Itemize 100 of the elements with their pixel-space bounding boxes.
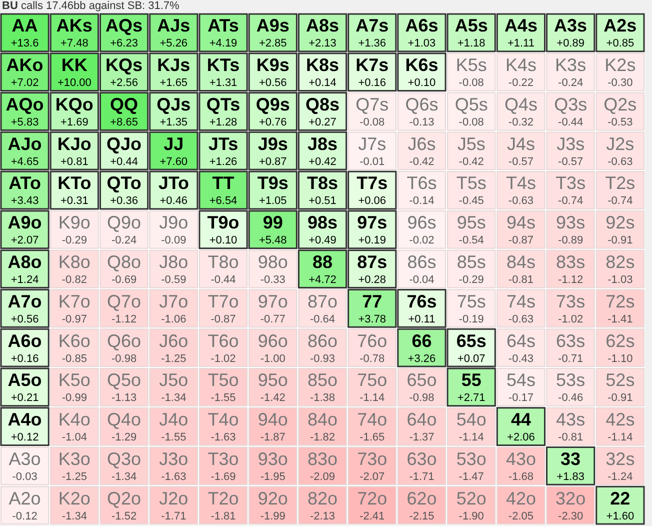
data-label: +1.65 xyxy=(160,77,188,90)
annotation: K4o xyxy=(58,410,90,430)
data-label: +0.56 xyxy=(258,77,287,90)
data-label: -0.74 xyxy=(558,195,584,208)
data-label: -0.30 xyxy=(608,77,633,90)
annotation: 32s xyxy=(606,448,635,469)
annotation: 73o xyxy=(357,448,388,469)
data-label: -1.99 xyxy=(260,510,286,522)
annotation: JJ xyxy=(164,134,184,154)
annotation: 62s xyxy=(606,330,635,351)
annotation: 63s xyxy=(556,330,586,351)
data-label: +1.28 xyxy=(209,116,238,128)
data-label: -0.57 xyxy=(558,156,584,168)
chart-title: BU calls 17.46bb against SB: 31.7% xyxy=(1,0,180,13)
data-label: -1.65 xyxy=(360,432,385,444)
annotation: T5s xyxy=(456,173,486,194)
annotation: 92s xyxy=(606,212,635,233)
data-label: +0.49 xyxy=(308,234,336,247)
annotation: Q3o xyxy=(107,448,142,469)
data-label: -1.82 xyxy=(310,432,336,444)
data-label: -0.82 xyxy=(62,274,87,286)
data-label: +0.76 xyxy=(258,116,287,128)
data-label: +2.56 xyxy=(110,77,138,90)
data-label: +13.6 xyxy=(10,38,39,50)
annotation: Q8s xyxy=(305,94,340,114)
annotation: 82o xyxy=(307,488,338,508)
data-label: +2.06 xyxy=(507,432,535,444)
annotation: Q4o xyxy=(107,410,142,430)
data-label: -0.57 xyxy=(508,156,534,168)
data-label: -1.02 xyxy=(210,352,236,365)
data-label: -1.14 xyxy=(360,392,385,404)
data-label: +7.48 xyxy=(60,38,88,50)
annotation: Q6o xyxy=(107,330,142,351)
data-label: +1.31 xyxy=(209,77,238,90)
annotation: 66 xyxy=(412,330,432,351)
annotation: A2s xyxy=(604,16,637,36)
annotation: J9s xyxy=(258,134,288,154)
data-label: -0.99 xyxy=(62,392,87,404)
annotation: Q7o xyxy=(107,291,142,312)
annotation: T7s xyxy=(356,173,388,194)
annotation: 96o xyxy=(258,330,288,351)
data-label: +0.16 xyxy=(10,352,39,365)
data-label: -0.08 xyxy=(360,116,385,128)
data-label: -1.41 xyxy=(608,313,633,326)
data-label: -0.91 xyxy=(608,392,633,404)
data-label: +4.19 xyxy=(209,38,238,50)
data-label: -1.12 xyxy=(112,313,137,326)
annotation: T6o xyxy=(208,330,239,351)
data-label: -0.87 xyxy=(210,313,236,326)
annotation: 65s xyxy=(456,330,486,351)
data-label: +0.12 xyxy=(10,432,39,444)
data-label: -1.55 xyxy=(210,392,236,404)
annotation: K5o xyxy=(58,370,90,390)
data-label: -1.52 xyxy=(112,510,137,522)
data-label: -1.25 xyxy=(62,470,87,483)
data-label: +6.23 xyxy=(110,38,138,50)
annotation: 43s xyxy=(556,410,586,430)
data-label: -0.42 xyxy=(458,156,484,168)
annotation: T6s xyxy=(406,173,437,194)
data-label: -2.13 xyxy=(310,510,336,522)
data-label: +0.44 xyxy=(110,156,138,168)
annotation: T4s xyxy=(506,173,536,194)
annotation: K3s xyxy=(555,55,586,76)
annotation: K2o xyxy=(58,488,90,508)
data-label: -1.13 xyxy=(112,392,137,404)
data-label: -0.33 xyxy=(260,274,286,286)
annotation: A3o xyxy=(8,448,41,469)
annotation: 94s xyxy=(506,212,536,233)
data-label: -0.97 xyxy=(62,313,87,326)
data-label: +2.85 xyxy=(258,38,287,50)
annotation: K6o xyxy=(58,330,90,351)
data-label: +0.21 xyxy=(10,392,39,404)
annotation: Q5o xyxy=(107,370,142,390)
data-label: -0.98 xyxy=(409,392,434,404)
annotation: 96s xyxy=(407,212,436,233)
data-label: -1.87 xyxy=(260,432,286,444)
data-label: +2.71 xyxy=(457,392,486,404)
data-label: +5.83 xyxy=(10,116,39,128)
annotation: 86s xyxy=(407,252,436,272)
annotation: T5o xyxy=(208,370,239,390)
data-label: +2.07 xyxy=(10,234,39,247)
annotation: QJs xyxy=(156,94,191,114)
annotation: 55 xyxy=(461,370,482,390)
data-label: -1.63 xyxy=(161,470,186,483)
annotation: Q9s xyxy=(256,94,290,114)
data-label: +1.05 xyxy=(258,195,287,208)
annotation: KQs xyxy=(106,55,143,76)
annotation: T9s xyxy=(257,173,288,194)
annotation: AKs xyxy=(56,16,92,36)
annotation: A4s xyxy=(504,16,538,36)
data-label: -1.04 xyxy=(62,432,87,444)
annotation: 84s xyxy=(506,252,536,272)
annotation: T4o xyxy=(208,410,239,430)
data-label: -0.81 xyxy=(558,432,584,444)
data-label: -0.29 xyxy=(458,274,484,286)
annotation: 95s xyxy=(456,212,486,233)
annotation: K8s xyxy=(306,55,340,76)
annotation: T9o xyxy=(207,212,240,233)
data-label: -0.64 xyxy=(310,313,336,326)
data-label: +0.10 xyxy=(408,77,436,90)
